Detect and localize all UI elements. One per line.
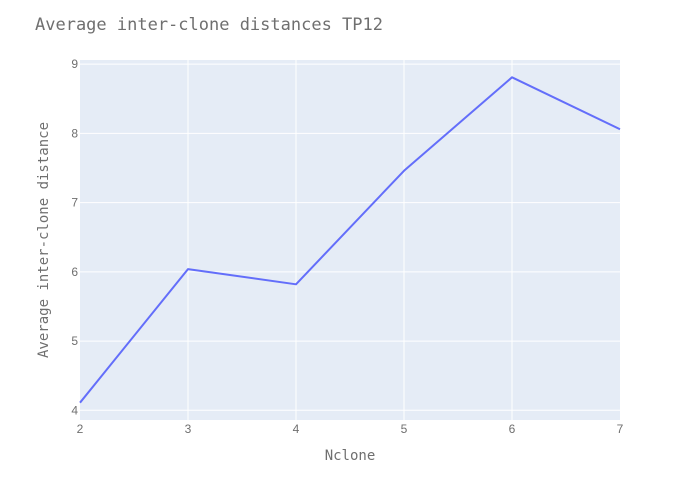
x-tick-labels: 2 3 4 5 6 7 [77, 422, 624, 436]
y-tick-label-5: 5 [71, 334, 78, 348]
y-tick-label-7: 7 [71, 196, 78, 210]
series-lines [79, 76, 621, 404]
y-tick-label-9: 9 [71, 57, 78, 71]
x-gridlines [187, 60, 513, 420]
x-tick-label-3: 3 [185, 422, 192, 436]
x-tick-label-5: 5 [401, 422, 408, 436]
y-tick-label-6: 6 [71, 265, 78, 279]
y-tick-labels: 4 5 6 7 8 9 [71, 57, 78, 417]
x-tick-label-4: 4 [293, 422, 300, 436]
y-tick-label-8: 8 [71, 126, 78, 140]
plot-area [80, 60, 620, 420]
x-tick-label-2: 2 [77, 422, 84, 436]
x-tick-label-6: 6 [509, 422, 516, 436]
x-tick-label-7: 7 [617, 422, 624, 436]
y-tick-label-4: 4 [71, 403, 78, 417]
chart-title: Average inter-clone distances TP12 [35, 15, 383, 35]
y-axis-title: Average inter-clone distance [36, 122, 52, 358]
y-gridlines [80, 63, 620, 411]
series-line-0 [79, 76, 621, 404]
x-axis-title: Nclone [325, 448, 376, 464]
